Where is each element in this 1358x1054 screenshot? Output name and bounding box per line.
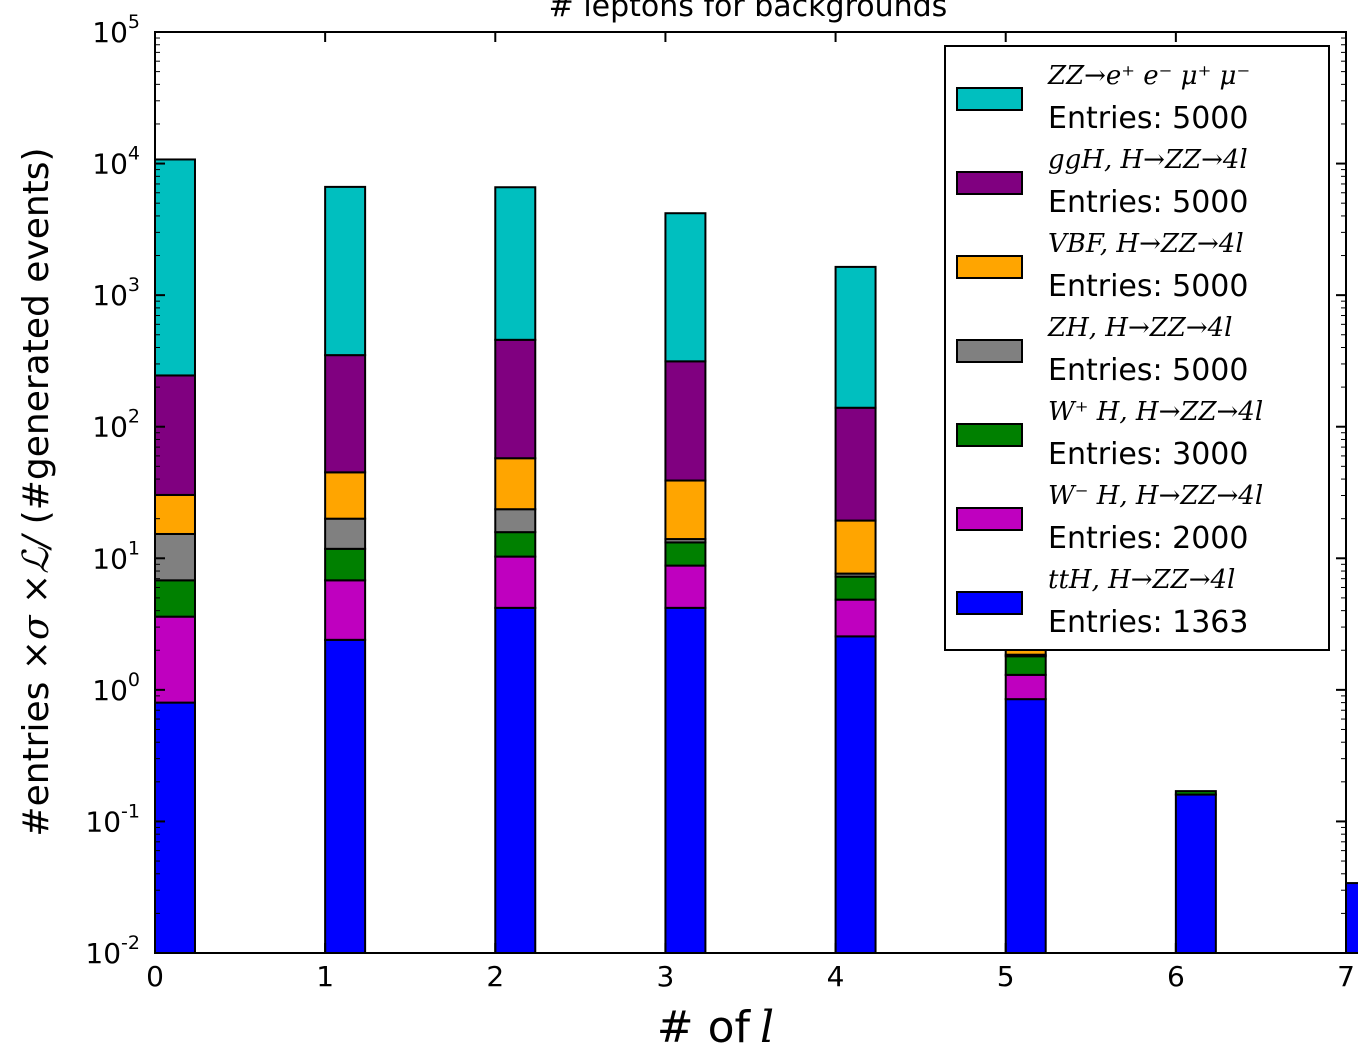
bar-segment-2-4 [834,575,877,601]
bar-segment-6-1 [324,185,367,357]
y-tick-label-4: 101 [92,537,140,575]
svg-text:#entries ×σ ×ℒ/: #entries ×σ ×ℒ/ (#generated events) [16,147,57,836]
legend-label-4: W⁺ H, H→ZZ→4l [1048,397,1263,427]
legend-label-6: ttH, H→ZZ→4l [1048,565,1235,595]
legend-swatch-4 [956,423,1023,447]
x-axis-ticks: 0 1 2 3 4 5 6 7 [146,32,1355,993]
bar-segment-0-0 [154,701,196,954]
y-tick-label-2: 103 [92,274,140,312]
bar-segment-4-1 [324,471,367,520]
bar-segment-1-5 [1004,673,1047,701]
bar-segment-2-1 [324,547,367,582]
bar-segment-1-2 [494,555,537,609]
legend-swatch-0 [956,87,1023,111]
legend-count-3: Entries: 5000 [1048,353,1248,388]
bar-segment-0-6 [1174,793,1217,954]
bar-segment-5-1 [324,354,367,474]
y-axis-ticks: 105 104 103 102 101 100 10-1 10-2 [85,11,1346,970]
bar-segment-4-0 [154,493,196,535]
chart-title: # leptons for backgrounds [549,0,948,24]
x-axis-label-prefix: # of [657,1002,752,1049]
x-tick-label-3: 3 [657,960,675,993]
y-tick-label-3: 102 [92,406,140,444]
x-tick-label-7: 7 [1337,960,1355,993]
bar-segment-2-3 [664,541,707,567]
legend-count-1: Entries: 5000 [1048,185,1248,220]
x-tick-label-5: 5 [997,960,1015,993]
legend-label-5: W⁻ H, H→ZZ→4l [1048,481,1263,511]
bar-segment-1-4 [834,598,877,638]
bar-segment-2-0 [154,579,196,618]
bar-segment-0-3 [664,606,707,954]
bar-segment-2-5 [1004,655,1047,676]
bar-segment-3-2 [494,508,537,534]
y-axis-label: #entries ×σ ×ℒ/ (#generated events) [16,147,57,836]
bar-segment-3-0 [154,532,196,582]
y-axis-label-middle: ×σ ×ℒ/ [16,532,57,670]
bar-segment-1-0 [154,615,196,704]
bar-segment-0-2 [494,606,537,954]
x-tick-label-1: 1 [316,960,334,993]
legend-swatch-5 [956,507,1023,531]
legend-label-1: ggH, H→ZZ→4l [1048,145,1248,175]
bar-segment-5-0 [154,374,196,496]
legend-swatch-1 [956,171,1023,195]
legend-count-4: Entries: 3000 [1048,437,1248,472]
y-tick-label-7: 10-2 [85,932,140,970]
legend-swatch-3 [956,339,1023,363]
bar-segment-0-4 [834,635,877,954]
bar-segment-2-2 [494,531,537,558]
bar-segment-2-6 [1174,790,1217,796]
legend-count-6: Entries: 1363 [1048,605,1248,640]
legend-swatch-2 [956,255,1023,279]
bar-segment-4-3 [664,479,707,541]
bar-segment-4-2 [494,457,537,511]
y-tick-label-0: 105 [92,11,140,49]
x-axis-label-symbol: l [760,1002,774,1049]
y-tick-label-5: 100 [92,669,140,707]
bar-segment-0-1 [324,638,367,954]
x-tick-label-6: 6 [1167,960,1185,993]
legend: ZZ→e⁺ e⁻ μ⁺ μ⁻ Entries: 5000 ggH, H→ZZ→4l E… [944,45,1330,651]
svg-text:# of: # of [657,1002,752,1049]
x-tick-label-0: 0 [146,960,164,993]
legend-count-0: Entries: 5000 [1048,101,1248,136]
y-axis-label-left: #entries [16,682,57,837]
y-axis-label-right: (#generated events) [16,147,57,524]
bar-segment-4-4 [834,519,877,575]
plot-frame [154,31,1347,954]
bar-segment-6-0 [154,158,196,377]
legend-count-5: Entries: 2000 [1048,521,1248,556]
legend-count-2: Entries: 5000 [1048,269,1248,304]
bar-segment-3-1 [324,517,367,550]
y-tick-label-6: 10-1 [85,800,140,838]
bar-segment-1-1 [324,579,367,641]
bar-segment-0-5 [1004,698,1047,955]
bar-stacks [154,158,1358,955]
legend-label-3: ZH, H→ZZ→4l [1047,313,1233,343]
bar-segment-5-4 [834,406,877,522]
legend-label-0: ZZ→e⁺ e⁻ μ⁺ μ⁻ [1047,61,1250,91]
x-tick-label-4: 4 [827,960,845,993]
bar-segment-6-4 [834,265,877,409]
y-tick-label-1: 104 [92,143,140,181]
bar-segment-0-7 [1345,882,1358,955]
bar-segment-5-3 [664,360,707,482]
bar-segment-6-2 [494,186,537,341]
bar-segment-5-2 [494,338,537,460]
x-axis-label: # of l [657,1002,774,1053]
legend-label-2: VBF, H→ZZ→4l [1048,229,1244,259]
x-tick-label-2: 2 [486,960,504,993]
legend-swatch-6 [956,591,1023,615]
bar-segment-6-3 [664,212,707,363]
bar-segment-1-3 [664,564,707,609]
